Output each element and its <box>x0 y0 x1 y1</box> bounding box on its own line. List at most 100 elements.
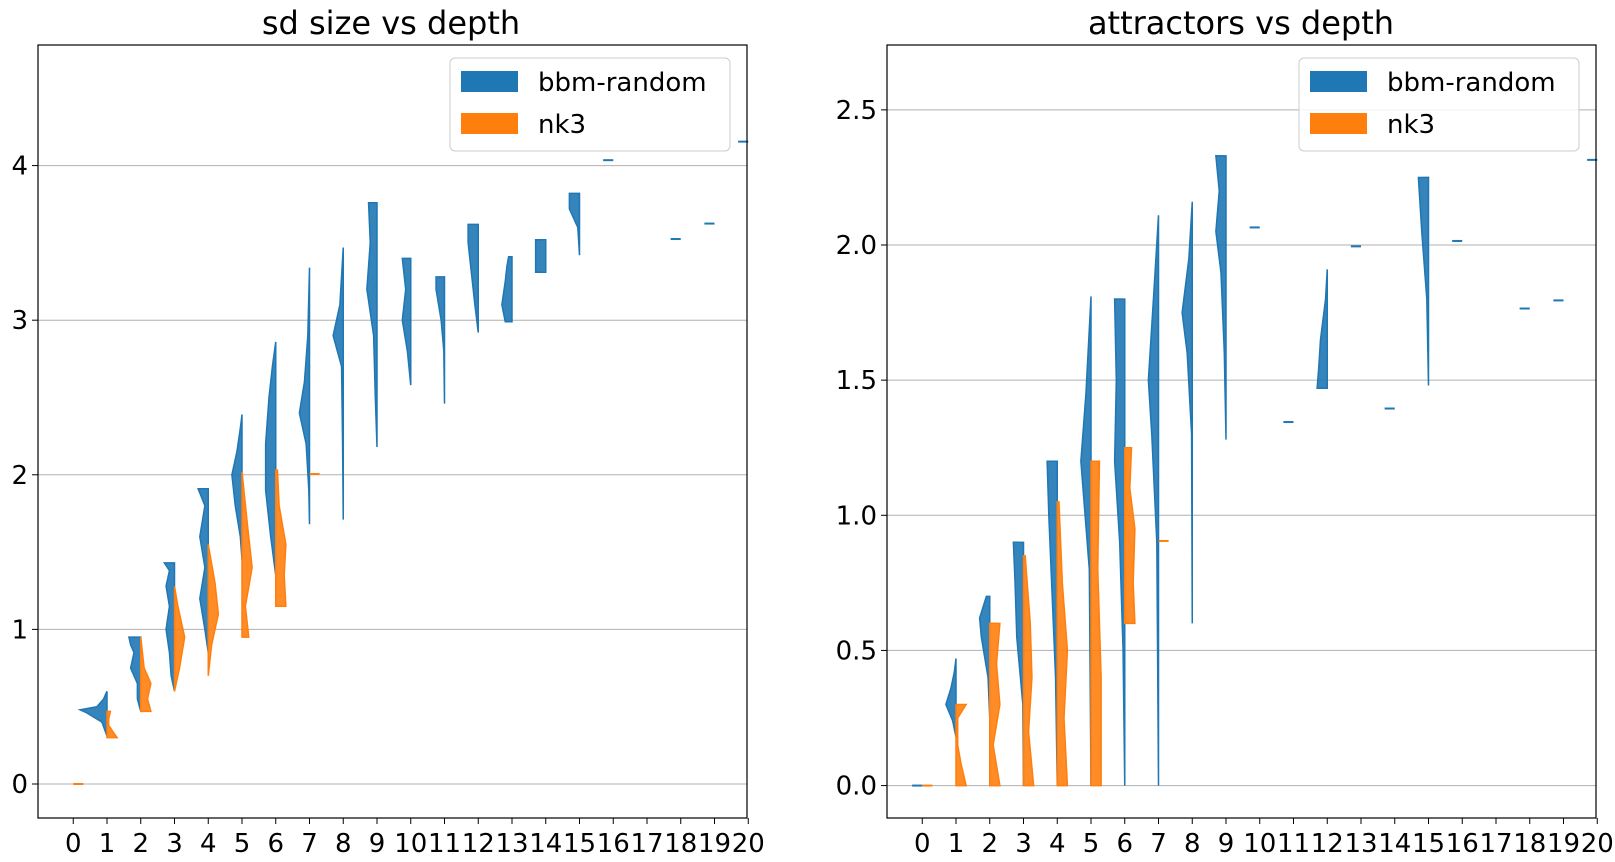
violin-bbm-random-depth-2 <box>978 595 991 719</box>
legend-box <box>1298 57 1580 152</box>
violin-nk3-depth-5 <box>1090 460 1102 787</box>
x-tick-label: 14 <box>1378 829 1411 859</box>
x-tick-label: 0 <box>65 829 82 859</box>
x-tick-label: 18 <box>1513 829 1546 859</box>
legend: bbm-random nk3 <box>1298 57 1580 152</box>
violin-bbm-random-depth-11 <box>435 276 446 404</box>
violin-nk3-depth-6 <box>275 469 287 607</box>
violins <box>912 155 1598 787</box>
violins <box>73 140 749 785</box>
x-tick-label: 7 <box>301 829 318 859</box>
x-tick-label: 9 <box>1218 829 1235 859</box>
y-tick-label: 4 <box>11 152 28 182</box>
x-tick-label: 16 <box>597 829 630 859</box>
violin-bbm-random-depth-9 <box>1215 155 1227 440</box>
x-tick-label: 2 <box>981 829 998 859</box>
violin-bbm-random-depth-15 <box>1417 176 1430 386</box>
plot-frame <box>886 44 1597 819</box>
violin-bbm-random-depth-10 <box>401 257 412 386</box>
x-tick-label: 19 <box>1547 829 1580 859</box>
x-tick-label: 0 <box>914 829 931 859</box>
x-tick-label: 6 <box>1116 829 1133 859</box>
legend-box <box>449 57 731 152</box>
x-tick-label: 14 <box>529 829 562 859</box>
x-tick-label: 20 <box>1581 829 1614 859</box>
chart-attractors: attractors vs depth 0.00.51.01.52.02.50 1… <box>836 4 1614 859</box>
violin-bbm-random-depth-5 <box>1080 296 1092 786</box>
y-tick-label: 0.0 <box>836 772 877 802</box>
legend-label-nk3: nk3 <box>538 110 586 140</box>
violin-bbm-random-depth-8 <box>1181 201 1193 624</box>
violin-nk3-depth-3 <box>173 585 186 692</box>
x-tick-label: 1 <box>948 829 965 859</box>
y-tick-label: 2.0 <box>836 231 877 261</box>
x-tick-label: 8 <box>335 829 352 859</box>
violin-bbm-random-depth-7 <box>298 267 311 525</box>
x-tick-label: 8 <box>1184 829 1201 859</box>
axis-ticks: 0.00.51.01.52.02.50 1 2 3 4 5 6 7 8 9 10 11 12 13 14 15… <box>836 96 1614 859</box>
legend: bbm-random nk3 <box>449 57 731 152</box>
violin-bbm-random-depth-15 <box>568 192 581 256</box>
x-tick-label: 17 <box>630 829 663 859</box>
x-tick-label: 4 <box>1049 829 1066 859</box>
violin-bbm-random-depth-9 <box>366 201 378 447</box>
violin-bbm-random-depth-3 <box>1012 541 1025 786</box>
x-tick-label: 5 <box>234 829 251 859</box>
legend-swatch-bbm-random <box>461 71 518 92</box>
gridlines <box>887 109 1596 787</box>
legend-swatch-nk3 <box>1310 113 1367 134</box>
x-tick-label: 13 <box>495 829 528 859</box>
x-tick-label: 7 <box>1150 829 1167 859</box>
legend-label-nk3: nk3 <box>1387 110 1435 140</box>
violin-bbm-random-depth-5 <box>231 414 243 560</box>
y-tick-label: 1.0 <box>836 501 877 531</box>
y-tick-label: 3 <box>11 306 28 336</box>
x-tick-label: 5 <box>1083 829 1100 859</box>
violin-bbm-random-depth-12 <box>1316 269 1328 390</box>
y-tick-label: 2 <box>11 461 28 491</box>
violin-bbm-random-depth-13 <box>501 256 513 323</box>
violin-bbm-random-depth-14 <box>534 239 547 274</box>
x-tick-label: 19 <box>698 829 731 859</box>
x-tick-label: 17 <box>1479 829 1512 859</box>
violin-bbm-random-depth-12 <box>467 223 479 333</box>
violin-bbm-random-depth-4 <box>197 487 209 653</box>
violin-nk3-depth-5 <box>241 471 253 638</box>
y-tick-label: 0.5 <box>836 636 877 666</box>
legend-label-bbm-random: bbm-random <box>1387 68 1556 98</box>
chart-title: sd size vs depth <box>262 4 520 42</box>
y-tick-label: 1.5 <box>836 366 877 396</box>
violin-nk3-depth-2 <box>989 622 1001 787</box>
x-tick-label: 11 <box>1277 829 1310 859</box>
chart-title: attractors vs depth <box>1088 4 1394 42</box>
x-tick-label: 16 <box>1446 829 1479 859</box>
violin-nk3-depth-1 <box>106 710 119 739</box>
x-tick-label: 12 <box>1311 829 1344 859</box>
violin-bbm-random-depth-1 <box>77 690 108 737</box>
x-tick-label: 3 <box>1015 829 1032 859</box>
violin-bbm-random-depth-6 <box>1113 298 1126 786</box>
violin-nk3-depth-4 <box>207 544 220 676</box>
gridlines <box>38 165 747 785</box>
x-tick-label: 1 <box>99 829 116 859</box>
violin-nk3-depth-6 <box>1124 446 1136 625</box>
x-tick-label: 11 <box>428 829 461 859</box>
y-tick-label: 0 <box>11 770 28 800</box>
violin-bbm-random-depth-6 <box>264 341 277 576</box>
x-tick-label: 3 <box>166 829 183 859</box>
legend-label-bbm-random: bbm-random <box>538 68 707 98</box>
x-tick-label: 6 <box>267 829 284 859</box>
x-tick-label: 12 <box>462 829 495 859</box>
x-tick-label: 10 <box>394 829 427 859</box>
legend-swatch-nk3 <box>461 113 518 134</box>
x-tick-label: 2 <box>132 829 149 859</box>
plot-frame <box>37 44 748 819</box>
violin-nk3-depth-2 <box>140 637 152 713</box>
x-tick-label: 9 <box>369 829 386 859</box>
violin-bbm-random-depth-8 <box>332 247 344 520</box>
x-tick-label: 20 <box>732 829 765 859</box>
x-tick-label: 15 <box>1412 829 1445 859</box>
x-tick-label: 15 <box>563 829 596 859</box>
